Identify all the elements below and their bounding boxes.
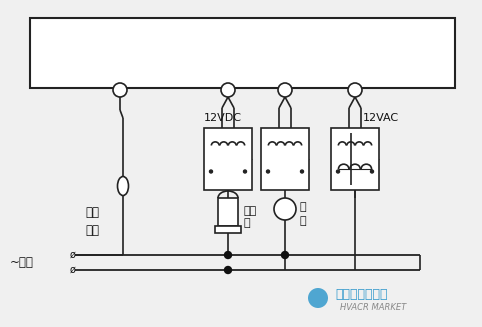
Bar — [204, 128, 252, 190]
Circle shape — [336, 170, 339, 173]
Text: 库温
探头: 库温 探头 — [85, 206, 99, 237]
Circle shape — [221, 83, 235, 97]
Text: ø: ø — [70, 250, 76, 260]
Text: ø: ø — [70, 265, 76, 275]
Circle shape — [300, 170, 304, 173]
Bar — [261, 128, 309, 190]
Text: HVACR MARKET: HVACR MARKET — [340, 303, 406, 313]
Circle shape — [274, 198, 296, 220]
Circle shape — [243, 170, 246, 173]
Circle shape — [371, 170, 374, 173]
Circle shape — [267, 170, 269, 173]
Circle shape — [308, 288, 328, 308]
Circle shape — [225, 251, 231, 259]
Bar — [30, 18, 455, 88]
Circle shape — [278, 83, 292, 97]
Circle shape — [281, 251, 289, 259]
Bar — [331, 128, 379, 190]
Circle shape — [225, 267, 231, 273]
Text: 压缩
机: 压缩 机 — [244, 206, 257, 228]
Text: 空调制冷大市场: 空调制冷大市场 — [335, 288, 388, 301]
Text: ~电源: ~电源 — [10, 256, 34, 269]
Circle shape — [348, 83, 362, 97]
Text: 12VDC: 12VDC — [204, 113, 242, 123]
Circle shape — [210, 170, 213, 173]
Bar — [215, 226, 241, 233]
Text: 照
明: 照 明 — [299, 202, 306, 226]
Ellipse shape — [118, 177, 129, 196]
Text: 12VAC: 12VAC — [363, 113, 399, 123]
Bar — [218, 198, 238, 226]
Circle shape — [113, 83, 127, 97]
